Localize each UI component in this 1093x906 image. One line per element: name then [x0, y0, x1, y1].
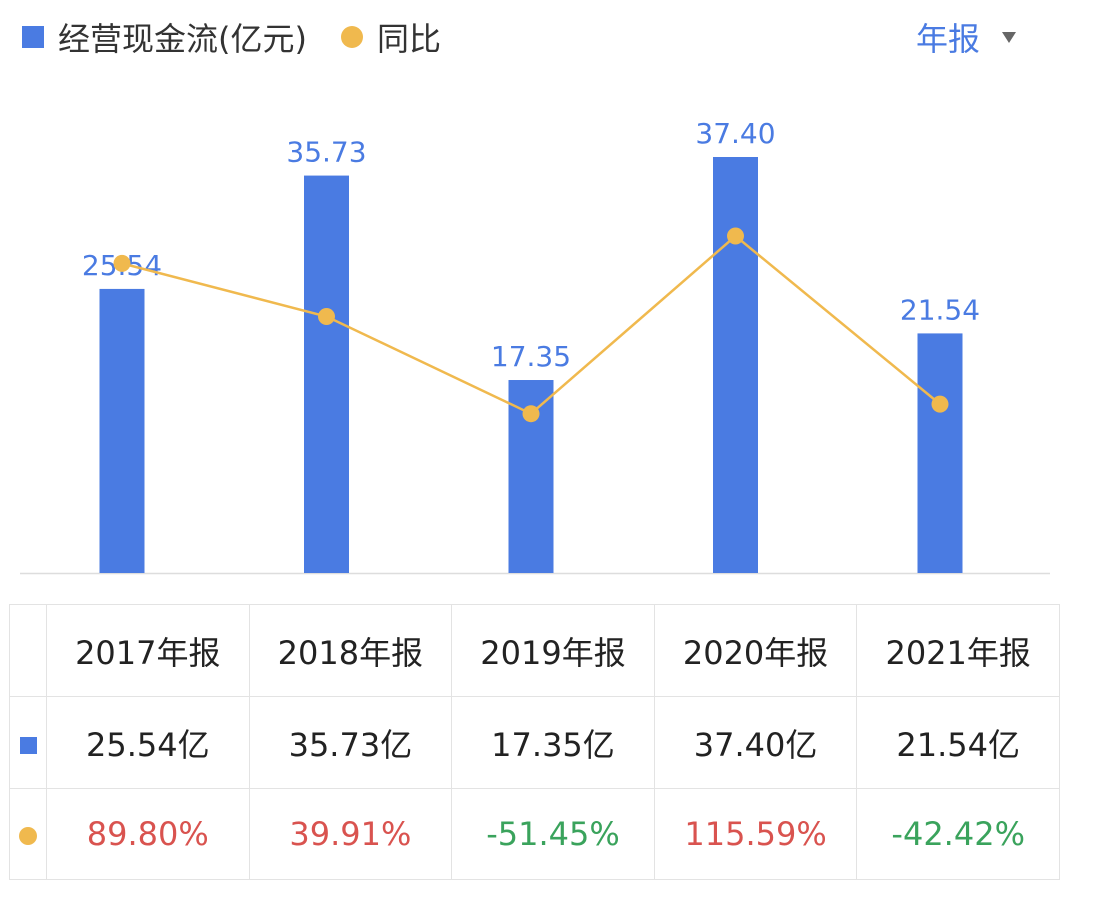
legend-bar-swatch [22, 26, 44, 48]
cashflow-row-marker [19, 736, 37, 754]
legend-line-label: 同比 [376, 20, 441, 58]
cashflow-value-cell: 37.40亿 [653, 696, 858, 789]
chevron-down-icon [1002, 31, 1017, 43]
yoy-point-2017年报 [113, 254, 131, 272]
row-marker-cell [9, 696, 47, 789]
data-table: 2017年报 2018年报 2019年报 2020年报 2021年报 25.54… [9, 604, 1060, 880]
period-selector-label: 年报 [916, 20, 981, 58]
yoy-point-2019年报 [522, 405, 540, 423]
yoy-point-2021年报 [931, 395, 949, 413]
yoy-point-2020年报 [727, 227, 744, 245]
table-header-cell: 2021年报 [856, 604, 1060, 697]
table-header-cell: 2017年报 [46, 604, 250, 697]
table-header-cell: 2018年报 [248, 604, 453, 697]
cashflow-value-cell: 21.54亿 [856, 696, 1060, 789]
yoy-point-2018年报 [318, 308, 335, 325]
yoy-row-marker [19, 827, 37, 845]
table-corner-cell [9, 604, 47, 697]
bar-series [99, 157, 963, 574]
yoy-point-group [113, 227, 949, 423]
yoy-value-cell: -42.42% [856, 788, 1060, 880]
bar-value-label: 37.40 [695, 117, 775, 150]
yoy-value-cell: -51.45% [451, 788, 655, 880]
cashflow-value-cell: 35.73亿 [248, 696, 453, 789]
bar-value-label: 35.73 [286, 136, 366, 169]
yoy-value-cell: 39.91% [248, 788, 453, 880]
table-header-cell: 2019年报 [451, 604, 655, 697]
bar-2021年报 [917, 333, 963, 573]
table-header-row: 2017年报 2018年报 2019年报 2020年报 2021年报 [9, 604, 1060, 697]
bar-2017年报 [99, 288, 145, 573]
bar-2018年报 [304, 175, 349, 574]
table-row-cashflow: 25.54亿 35.73亿 17.35亿 37.40亿 21.54亿 [9, 696, 1060, 789]
cashflow-value-cell: 25.54亿 [46, 696, 250, 789]
table-row-yoy: 89.80% 39.91% -51.45% 115.59% -42.42% [9, 788, 1060, 880]
table-header-cell: 2020年报 [653, 604, 858, 697]
chart-legend: 经营现金流(亿元) 同比 [22, 12, 441, 62]
yoy-value-cell: 89.80% [46, 788, 250, 880]
row-marker-cell [9, 788, 47, 880]
legend-line-swatch [340, 26, 363, 48]
bar-value-label: 21.54 [900, 293, 980, 326]
period-selector[interactable]: 年报 [916, 12, 1017, 62]
bar-value-label: 17.35 [491, 340, 571, 373]
cashflow-value-cell: 17.35亿 [451, 696, 655, 789]
legend-bar-label: 经营现金流(亿元) [58, 20, 307, 58]
bar-2020年报 [713, 157, 758, 573]
yoy-value-cell: 115.59% [653, 788, 858, 880]
